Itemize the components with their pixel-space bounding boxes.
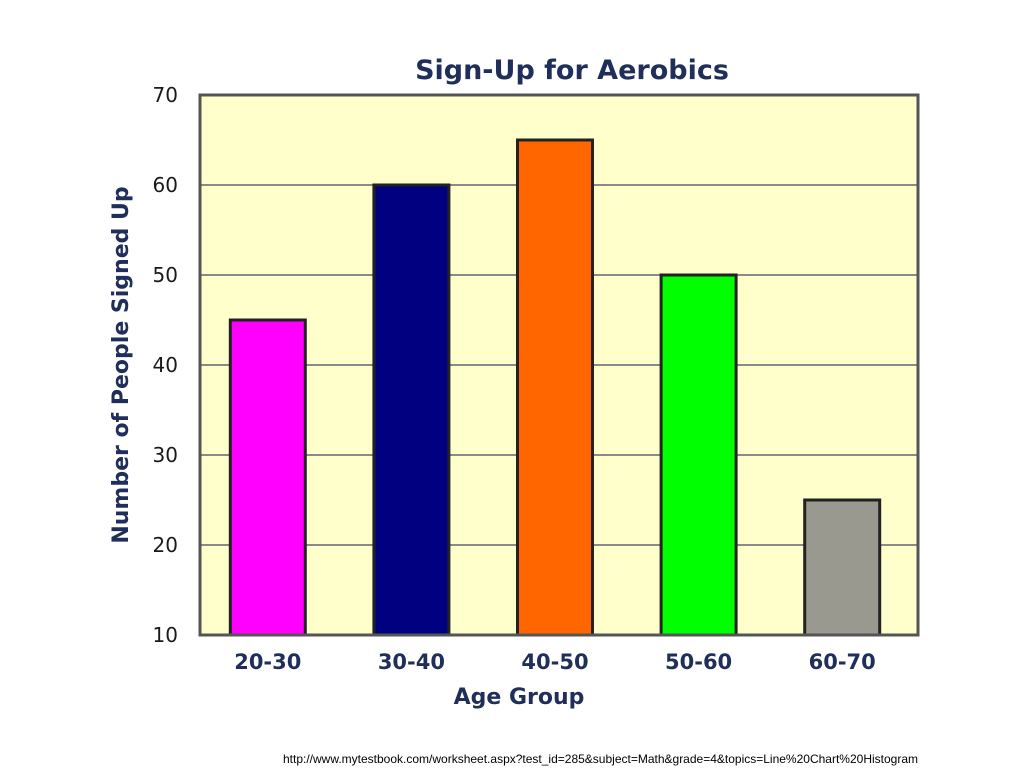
y-tick-label: 10	[153, 623, 178, 647]
y-tick-label: 20	[153, 533, 178, 557]
bar-60-70	[803, 498, 882, 637]
y-tick-label: 70	[153, 83, 178, 107]
x-category-label: 40-50	[521, 650, 588, 674]
x-category-label: 50-60	[665, 650, 732, 674]
x-category-label: 30-40	[378, 650, 445, 674]
x-category-label: 60-70	[809, 650, 876, 674]
bar-20-30	[228, 318, 307, 637]
x-category-label: 20-30	[234, 650, 301, 674]
bar-40-50	[516, 138, 594, 637]
chart-title: Sign-Up for Aerobics	[415, 55, 729, 86]
y-axis-title: Number of People Signed Up	[109, 186, 134, 543]
bars	[228, 138, 882, 637]
plot-frame	[198, 93, 920, 637]
y-tick-label: 30	[153, 443, 178, 467]
x-category-labels: 20-30 30-40 40-50 50-60 60-70	[234, 650, 876, 674]
y-tick-label: 60	[153, 173, 178, 197]
bar-30-40	[372, 183, 451, 637]
x-axis-title: Age Group	[454, 685, 585, 710]
y-tick-labels: 10 20 30 40 50 60 70	[153, 83, 178, 647]
y-tick-label: 40	[153, 353, 178, 377]
y-tick-label: 50	[153, 263, 178, 287]
source-url: http://www.mytestbook.com/worksheet.aspx…	[282, 752, 918, 766]
bar-50-60	[659, 273, 738, 637]
